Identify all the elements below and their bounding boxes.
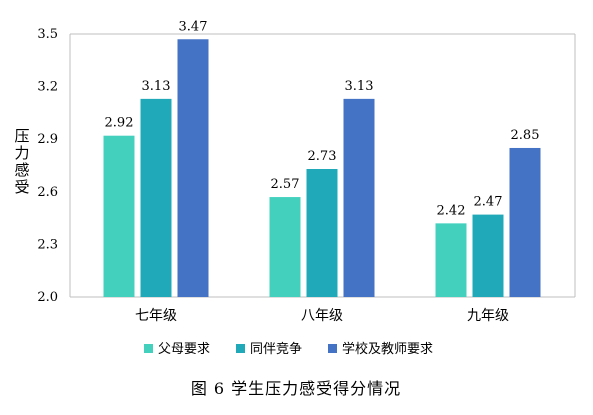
bar	[472, 214, 504, 297]
y-tick-label: 3.2	[37, 80, 58, 95]
bar-value-label: 3.13	[345, 79, 374, 94]
figure-caption: 图 6 学生压力感受得分情况	[191, 379, 401, 398]
legend-swatch	[328, 344, 337, 353]
bar	[177, 39, 209, 297]
bar	[435, 223, 467, 297]
legend: 父母要求 同伴竞争 学校及教师要求	[144, 341, 433, 357]
legend-swatch	[144, 344, 153, 353]
y-tick-label: 2.6	[37, 185, 58, 200]
legend-label: 同伴竞争	[250, 341, 302, 357]
bar	[103, 135, 135, 297]
y-tick-label: 2.0	[37, 290, 58, 305]
data-labels: 2.92 2.57 2.42 3.13 2.73 2.47 3.47 3.13 2.85	[105, 19, 540, 218]
y-tick-label: 2.9	[37, 132, 58, 147]
y-axis-title: 压力感受	[14, 127, 29, 196]
bar-value-label: 2.47	[474, 195, 503, 210]
y-tick-label: 2.3	[37, 237, 58, 252]
bar-value-label: 3.47	[179, 19, 208, 34]
bar-value-label: 2.42	[437, 203, 466, 218]
x-category-label: 七年级	[135, 308, 177, 324]
legend-label: 学校及教师要求	[342, 341, 433, 357]
legend-label: 父母要求	[158, 342, 210, 357]
category-labels: 七年级 八年级 九年级	[135, 308, 509, 324]
bar-value-label: 2.57	[271, 177, 300, 192]
y-axis-label: 压力感受	[14, 127, 29, 196]
bars	[103, 39, 541, 297]
bar-value-label: 3.13	[142, 79, 171, 94]
y-tick-labels: 2.0 2.3 2.6 2.9 3.2 3.5	[37, 27, 58, 305]
bar	[269, 197, 301, 297]
bar	[509, 147, 541, 297]
x-category-label: 九年级	[467, 308, 509, 324]
y-tick-label: 3.5	[37, 27, 58, 42]
legend-swatch	[236, 344, 245, 353]
bar-value-label: 2.85	[511, 128, 540, 143]
bar-value-label: 2.73	[308, 149, 337, 164]
bar	[343, 98, 375, 297]
bar	[306, 169, 338, 297]
x-category-label: 八年级	[301, 308, 343, 324]
bar	[140, 98, 172, 297]
bar-value-label: 2.92	[105, 116, 134, 131]
